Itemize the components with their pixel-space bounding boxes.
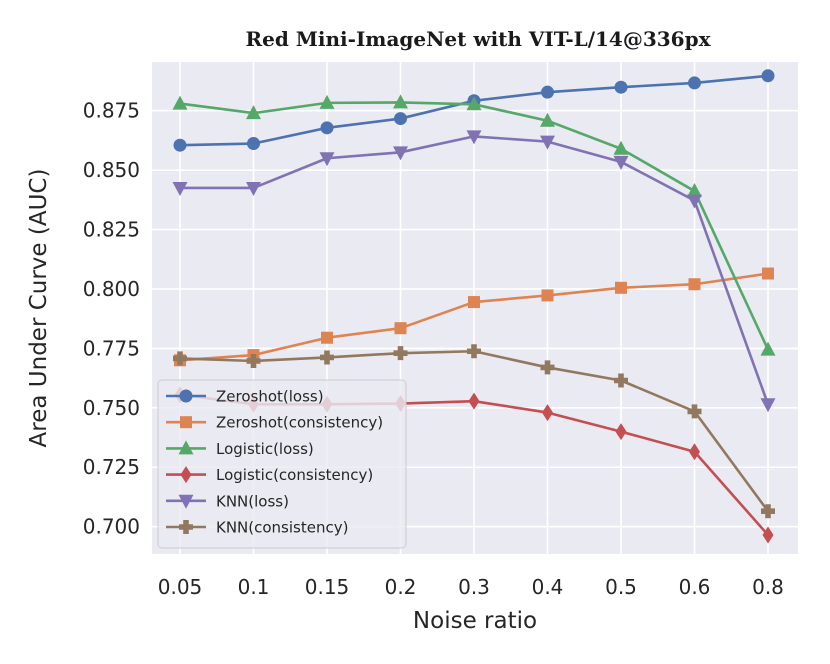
data-point <box>613 155 629 170</box>
data-point <box>319 94 335 109</box>
legend-label: KNN(loss) <box>216 492 289 510</box>
data-point <box>173 138 187 152</box>
data-point <box>466 96 482 111</box>
legend-entry: KNN(loss) <box>166 492 289 510</box>
data-point <box>247 137 260 151</box>
data-point <box>246 105 261 120</box>
legend-label: Logistic(consistency) <box>216 466 373 484</box>
y-tick-label: 0.875 <box>83 99 140 123</box>
x-tick-label: 0.4 <box>532 575 564 599</box>
data-point <box>688 278 701 291</box>
data-point <box>394 322 407 335</box>
data-point <box>467 344 482 359</box>
data-point <box>246 181 261 196</box>
data-point <box>540 112 555 127</box>
data-point <box>393 94 408 109</box>
y-tick-label: 0.775 <box>83 336 140 360</box>
data-point <box>761 504 775 519</box>
data-point <box>687 183 702 198</box>
y-tick-label: 0.700 <box>83 515 140 539</box>
series-layer <box>172 69 776 544</box>
data-point <box>172 95 188 110</box>
x-tick-label: 0.2 <box>385 575 417 599</box>
data-point <box>172 181 188 196</box>
series-KNN(loss) <box>172 130 776 413</box>
legend-entry: Logistic(loss) <box>166 440 314 458</box>
data-point <box>761 69 775 83</box>
x-tick-label: 0.05 <box>158 575 203 599</box>
data-point <box>615 423 627 441</box>
y-tick-label: 0.825 <box>83 218 140 242</box>
x-tick-label: 0.3 <box>458 575 490 599</box>
y-tick-label: 0.750 <box>83 396 140 420</box>
legend-entry: KNN(consistency) <box>166 519 348 537</box>
data-point <box>689 443 700 461</box>
legend-entry: Zeroshot(consistency) <box>166 414 383 432</box>
data-point <box>321 331 333 344</box>
data-point <box>542 404 553 422</box>
legend-marker <box>179 389 193 403</box>
y-axis-label: Area Under Curve (AUC) <box>26 169 52 448</box>
data-point <box>687 404 702 419</box>
legend-marker <box>178 440 194 455</box>
data-point <box>173 351 187 366</box>
series-Logistic(loss) <box>172 94 776 356</box>
legend-label: Zeroshot(consistency) <box>216 414 383 432</box>
data-point <box>613 140 629 155</box>
data-point <box>760 341 776 356</box>
data-point <box>246 354 261 369</box>
data-point <box>393 146 408 161</box>
data-point <box>468 392 480 410</box>
data-point <box>394 112 407 126</box>
legend-entry: Logistic(consistency) <box>166 466 373 484</box>
data-point <box>393 346 408 361</box>
data-point <box>614 373 628 388</box>
data-point <box>615 281 627 294</box>
x-axis-label: Noise ratio <box>413 608 537 634</box>
legend-marker <box>180 416 192 429</box>
data-point <box>541 85 554 99</box>
data-point <box>466 130 482 145</box>
data-point <box>614 80 628 94</box>
x-axis-ticks: 0.05 0.1 0.15 0.2 0.3 0.4 0.5 0.6 0.8 <box>158 575 784 599</box>
data-point <box>541 289 554 302</box>
legend: Zeroshot(loss) Zeroshot(consistency) Logis… <box>157 379 407 549</box>
x-tick-label: 0.1 <box>238 575 270 599</box>
chart-title: Red Mini-ImageNet with VIT-L/14@336px <box>245 27 711 51</box>
legend-marker <box>178 494 194 509</box>
data-point <box>687 194 702 209</box>
y-axis-ticks: 0.700 0.725 0.750 0.775 0.800 0.825 0.850 0.875 <box>83 99 140 539</box>
legend-label: Zeroshot(loss) <box>216 388 324 406</box>
legend-entry: Zeroshot(loss) <box>166 388 324 406</box>
x-tick-label: 0.8 <box>752 575 784 599</box>
legend-marker <box>179 520 193 534</box>
legend-marker <box>180 466 192 484</box>
data-point <box>320 350 335 365</box>
data-point <box>468 296 480 309</box>
data-point <box>760 398 776 413</box>
x-tick-label: 0.6 <box>679 575 711 599</box>
data-point <box>688 76 701 90</box>
legend-label: KNN(consistency) <box>216 519 348 537</box>
y-tick-label: 0.800 <box>83 277 140 301</box>
legend-box <box>157 379 407 549</box>
data-point <box>540 135 555 150</box>
data-point <box>319 152 335 167</box>
y-tick-label: 0.725 <box>83 455 140 479</box>
data-point <box>762 267 774 280</box>
x-tick-label: 0.15 <box>305 575 350 599</box>
x-tick-label: 0.5 <box>605 575 637 599</box>
data-point <box>320 121 334 135</box>
series-KNN(consistency) <box>173 344 775 519</box>
data-point <box>540 360 555 375</box>
legend-label: Logistic(loss) <box>216 440 314 458</box>
data-point <box>762 526 774 544</box>
y-tick-label: 0.850 <box>83 158 140 182</box>
